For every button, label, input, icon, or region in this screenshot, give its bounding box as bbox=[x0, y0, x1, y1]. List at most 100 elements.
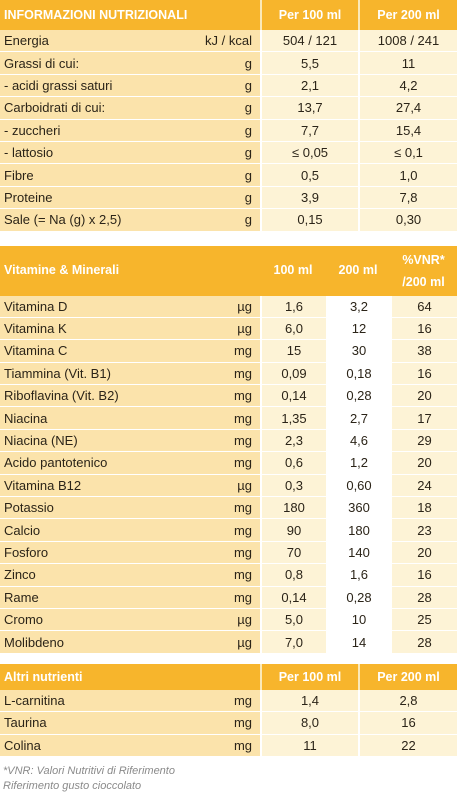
nutrient-value-per100: 0,15 bbox=[260, 209, 359, 232]
vitamin-row: Niacina mg 1,35 2,7 17 bbox=[0, 407, 457, 430]
vitamin-value-vnr: 20 bbox=[390, 541, 457, 565]
vitamin-value-200ml: 0,60 bbox=[326, 474, 390, 498]
nutrition-row: Energia kJ / kcal 504 / 121 1008 / 241 bbox=[0, 30, 457, 53]
vitamin-row: Riboflavina (Vit. B2) mg 0,14 0,28 20 bbox=[0, 385, 457, 408]
vitamin-value-vnr: 38 bbox=[390, 340, 457, 363]
vitamin-value-vnr: 29 bbox=[390, 429, 457, 453]
vitamin-name: Riboflavina (Vit. B2) bbox=[0, 385, 198, 408]
nutrient-name: - lattosio bbox=[0, 141, 198, 165]
vitamin-name: Vitamina K bbox=[0, 317, 198, 341]
vitamin-name: Cromo bbox=[0, 608, 198, 632]
other-nutrient-name: Taurina bbox=[0, 712, 198, 735]
vitamin-value-200ml: 360 bbox=[326, 497, 390, 520]
vitamin-value-vnr: 18 bbox=[390, 497, 457, 520]
others-header-per200: Per 200 ml bbox=[358, 663, 457, 690]
vitamin-row: Cromo µg 5,0 10 25 bbox=[0, 608, 457, 632]
vitamins-header-vnr-line1: %VNR* bbox=[402, 252, 445, 267]
other-nutrient-value-per200: 2,8 bbox=[358, 689, 457, 713]
vitamin-row: Vitamina B12 µg 0,3 0,60 24 bbox=[0, 474, 457, 498]
nutrient-name: Sale (= Na (g) x 2,5) bbox=[0, 209, 198, 232]
vitamin-name: Tiammina (Vit. B1) bbox=[0, 362, 198, 386]
vitamin-unit: µg bbox=[198, 317, 260, 341]
vitamin-value-200ml: 10 bbox=[326, 608, 390, 632]
nutrient-unit: g bbox=[198, 209, 261, 232]
nutrition-row: Fibre g 0,5 1,0 bbox=[0, 164, 457, 187]
nutrient-unit: kJ / kcal bbox=[198, 30, 261, 53]
other-nutrient-row: Taurina mg 8,0 16 bbox=[0, 712, 457, 735]
nutrient-name: Proteine bbox=[0, 186, 198, 210]
nutrition-row: Grassi di cui: g 5,5 11 bbox=[0, 52, 457, 75]
vitamin-value-100ml: 15 bbox=[260, 340, 326, 363]
vitamin-value-200ml: 3,2 bbox=[326, 295, 390, 318]
vitamin-value-200ml: 12 bbox=[326, 317, 390, 341]
nutrient-value-per200: 4,2 bbox=[358, 74, 457, 98]
vitamin-value-vnr: 28 bbox=[390, 631, 457, 654]
vitamin-unit: mg bbox=[198, 586, 260, 609]
other-nutrient-value-per100: 8,0 bbox=[260, 712, 358, 735]
nutrient-value-per200: 0,30 bbox=[358, 209, 457, 232]
section-gap bbox=[0, 232, 457, 246]
nutrient-value-per100: 2,1 bbox=[260, 74, 359, 98]
vitamin-unit: mg bbox=[198, 497, 260, 520]
nutrient-name: - acidi grassi saturi bbox=[0, 74, 198, 98]
nutrient-name: Grassi di cui: bbox=[0, 52, 198, 75]
vitamin-value-100ml: 0,3 bbox=[260, 474, 326, 498]
vitamin-value-200ml: 2,7 bbox=[326, 407, 390, 430]
vitamin-row: Potassio mg 180 360 18 bbox=[0, 497, 457, 520]
nutrient-value-per100: 5,5 bbox=[260, 52, 359, 75]
vitamin-value-100ml: 2,3 bbox=[260, 429, 326, 453]
vitamin-unit: mg bbox=[198, 340, 260, 363]
nutrition-row: - zuccheri g 7,7 15,4 bbox=[0, 119, 457, 142]
nutrient-value-per200: ≤ 0,1 bbox=[358, 141, 457, 165]
vitamin-name: Zinco bbox=[0, 564, 198, 587]
nutrition-table: INFORMAZIONI NUTRIZIONALI Per 100 ml Per… bbox=[0, 0, 457, 232]
nutrient-value-per100: 7,7 bbox=[260, 119, 359, 142]
vitamin-value-200ml: 0,18 bbox=[326, 362, 390, 386]
nutrient-name: Carboidrati di cui: bbox=[0, 97, 198, 120]
vitamin-name: Molibdeno bbox=[0, 631, 198, 654]
vitamin-value-vnr: 20 bbox=[390, 385, 457, 408]
vitamin-value-100ml: 0,8 bbox=[260, 564, 326, 587]
nutrient-value-per200: 1008 / 241 bbox=[358, 30, 457, 53]
vitamin-name: Vitamina B12 bbox=[0, 474, 198, 498]
nutrient-value-per100: 504 / 121 bbox=[260, 30, 359, 53]
vitamins-header-title: Vitamine & Minerali bbox=[0, 245, 260, 296]
vitamin-value-100ml: 180 bbox=[260, 497, 326, 520]
nutrient-unit: g bbox=[198, 97, 261, 120]
vitamins-table: Vitamine & Minerali 100 ml 200 ml %VNR* … bbox=[0, 245, 457, 654]
vitamin-value-200ml: 0,28 bbox=[326, 586, 390, 609]
vitamin-value-vnr: 16 bbox=[390, 362, 457, 386]
vitamin-name: Vitamina C bbox=[0, 340, 198, 363]
vitamin-row: Fosforo mg 70 140 20 bbox=[0, 541, 457, 565]
vitamin-value-100ml: 6,0 bbox=[260, 317, 326, 341]
vitamin-row: Niacina (NE) mg 2,3 4,6 29 bbox=[0, 429, 457, 453]
vitamin-name: Niacina bbox=[0, 407, 198, 430]
vitamin-value-200ml: 1,2 bbox=[326, 452, 390, 475]
vitamin-value-vnr: 17 bbox=[390, 407, 457, 430]
vitamins-header-vnr: %VNR* /200 ml bbox=[390, 245, 457, 296]
vitamin-value-200ml: 4,6 bbox=[326, 429, 390, 453]
vitamin-value-200ml: 140 bbox=[326, 541, 390, 565]
vitamin-value-vnr: 16 bbox=[390, 564, 457, 587]
vitamin-value-vnr: 16 bbox=[390, 317, 457, 341]
other-nutrient-unit: mg bbox=[198, 734, 260, 757]
other-nutrient-value-per100: 1,4 bbox=[260, 689, 358, 713]
nutrient-value-per100: 13,7 bbox=[260, 97, 359, 120]
vitamin-value-100ml: 1,35 bbox=[260, 407, 326, 430]
vitamin-value-100ml: 0,14 bbox=[260, 385, 326, 408]
nutrient-unit: g bbox=[198, 164, 261, 187]
nutrition-row: Proteine g 3,9 7,8 bbox=[0, 186, 457, 210]
nutrient-name: - zuccheri bbox=[0, 119, 198, 142]
nutrition-row: - acidi grassi saturi g 2,1 4,2 bbox=[0, 74, 457, 98]
other-nutrient-unit: mg bbox=[198, 712, 260, 735]
vitamin-value-200ml: 180 bbox=[326, 519, 390, 542]
vitamin-value-vnr: 25 bbox=[390, 608, 457, 632]
vitamin-unit: µg bbox=[198, 474, 260, 498]
vitamin-row: Tiammina (Vit. B1) mg 0,09 0,18 16 bbox=[0, 362, 457, 386]
vitamin-row: Zinco mg 0,8 1,6 16 bbox=[0, 564, 457, 587]
vitamin-value-200ml: 30 bbox=[326, 340, 390, 363]
vitamin-unit: µg bbox=[198, 631, 260, 654]
vitamin-name: Fosforo bbox=[0, 541, 198, 565]
